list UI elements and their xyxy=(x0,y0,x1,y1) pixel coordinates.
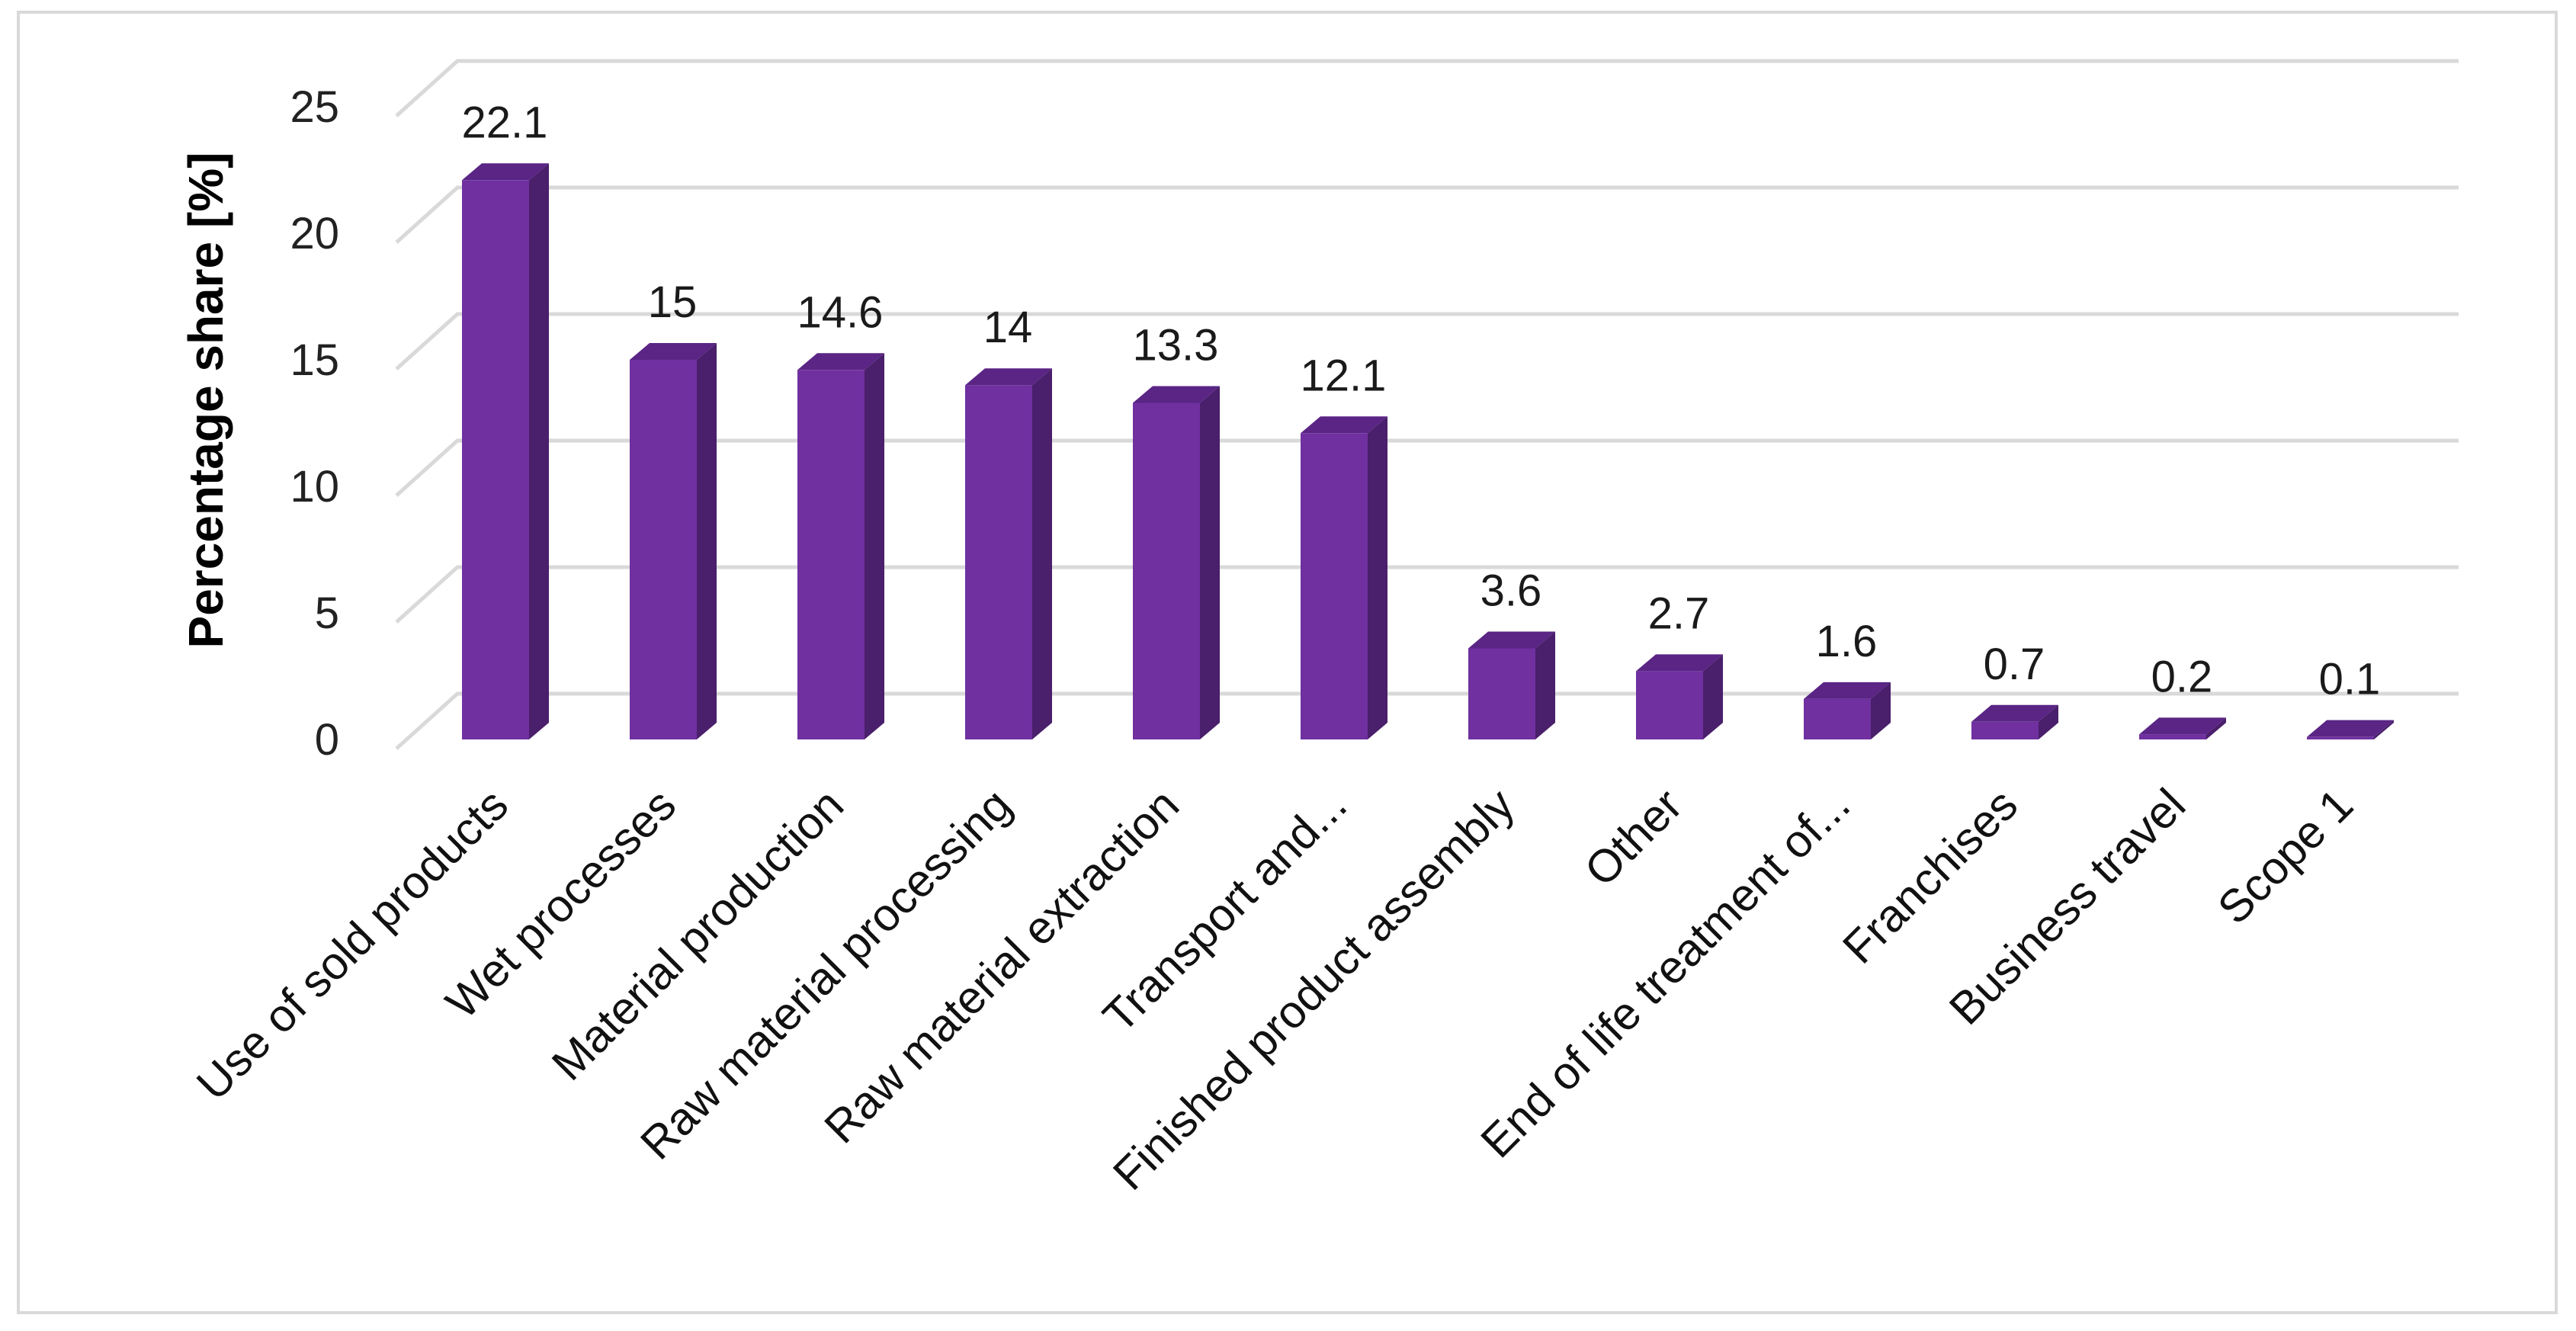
bar-side xyxy=(2374,720,2394,739)
y-tick-label: 15 xyxy=(290,335,339,385)
y-axis-ticks: 0 5 10 15 20 25 xyxy=(290,82,339,765)
bars xyxy=(462,163,2394,739)
gridlines xyxy=(395,59,2459,750)
bar-front xyxy=(1301,433,1368,739)
gridline xyxy=(395,565,2459,624)
bar xyxy=(462,163,549,739)
bar-side xyxy=(865,353,884,739)
bar xyxy=(1468,631,1555,739)
bar-front xyxy=(965,385,1032,739)
bar-front xyxy=(2139,734,2206,739)
bar-side xyxy=(1200,386,1220,739)
bar xyxy=(1804,682,1891,739)
bar-front xyxy=(2307,736,2374,739)
data-label: 15 xyxy=(648,277,698,327)
data-label: 1.6 xyxy=(1816,617,1878,666)
bar xyxy=(797,353,884,739)
bar-top xyxy=(2307,720,2394,737)
bar-top xyxy=(462,163,549,181)
x-tick-label: Scope 1 xyxy=(2208,779,2363,934)
x-tick-label: Other xyxy=(1575,779,1692,896)
bar-front xyxy=(1468,648,1535,739)
x-tick-label: Material production xyxy=(542,779,853,1090)
bar-front xyxy=(1971,721,2039,739)
x-tick-label: Use of sold products xyxy=(187,779,518,1110)
data-label: 14.6 xyxy=(797,287,884,337)
bar-top xyxy=(630,343,717,360)
data-label: 12.1 xyxy=(1301,351,1387,400)
bar-side xyxy=(1871,682,1891,739)
bar-top xyxy=(1804,682,1891,699)
bar xyxy=(2307,720,2394,739)
bar-front xyxy=(797,370,865,739)
bar-side xyxy=(2039,704,2058,739)
bar-top xyxy=(1133,386,1220,403)
bar-front xyxy=(1133,403,1200,739)
data-labels: 22.1 15 14.6 14 13.3 12.1 3.6 2.7 1.6 0.7 0.2 0.1 xyxy=(462,98,2381,704)
data-label: 0.1 xyxy=(2319,655,2381,704)
bar-top xyxy=(1636,654,1723,672)
y-tick-label: 10 xyxy=(290,462,339,512)
bar-top xyxy=(1301,416,1387,434)
bar xyxy=(1636,654,1723,739)
bar-side xyxy=(1368,416,1387,739)
gridline xyxy=(395,691,2459,750)
bar-side xyxy=(2206,717,2226,739)
bar xyxy=(1301,416,1387,739)
bar xyxy=(1971,704,2058,739)
bar-side xyxy=(529,163,549,739)
bar-top xyxy=(2139,717,2226,735)
chart-frame xyxy=(17,11,2558,1314)
bar-side xyxy=(1032,368,1052,739)
gridline xyxy=(395,312,2459,370)
bar-side xyxy=(697,343,717,739)
bar xyxy=(965,368,1052,739)
bar-front xyxy=(462,180,529,739)
y-tick-label: 0 xyxy=(315,715,339,765)
data-label: 13.3 xyxy=(1133,320,1219,370)
data-label: 2.7 xyxy=(1648,589,1710,638)
gridline xyxy=(395,59,2459,117)
data-label: 14 xyxy=(983,303,1033,352)
bar-top xyxy=(797,353,884,370)
y-axis-title: Percentage share [%] xyxy=(178,152,233,649)
bar xyxy=(1133,386,1220,739)
bar xyxy=(630,343,717,739)
bar-front xyxy=(1804,698,1871,739)
data-label: 3.6 xyxy=(1480,566,1542,615)
bar-top xyxy=(1971,704,2058,722)
bar-side xyxy=(1703,654,1723,739)
bar-front xyxy=(630,360,697,739)
data-label: 0.7 xyxy=(1984,640,2045,689)
gridline xyxy=(395,185,2459,244)
bar-top xyxy=(965,368,1052,386)
bar xyxy=(2139,717,2226,739)
data-label: 22.1 xyxy=(462,98,548,147)
gridline xyxy=(395,438,2459,497)
data-label: 0.2 xyxy=(2151,652,2213,701)
y-tick-label: 5 xyxy=(315,589,339,638)
y-tick-label: 25 xyxy=(290,82,339,132)
bar-top xyxy=(1468,631,1555,649)
bar-front xyxy=(1636,671,1703,739)
bar-side xyxy=(1535,631,1555,739)
y-tick-label: 20 xyxy=(290,209,339,258)
